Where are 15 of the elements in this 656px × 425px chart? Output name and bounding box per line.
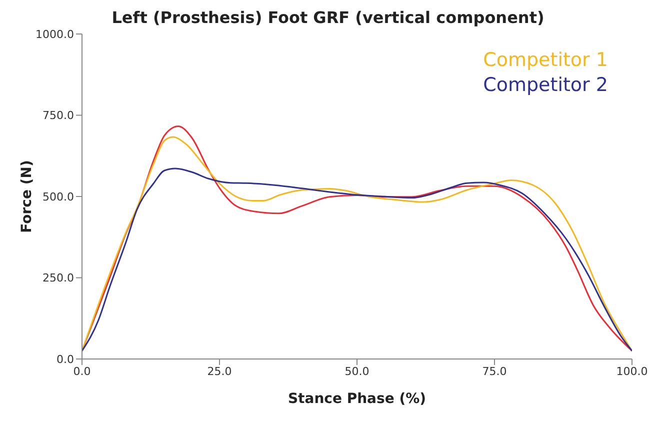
text: Competitor 1	[483, 48, 608, 73]
y-tick-label: 1000.0	[36, 28, 74, 41]
y-tick-label: 750.0	[42, 109, 74, 122]
x-tick-label: 0.0	[73, 364, 91, 378]
text: Competitor 2	[483, 73, 608, 98]
y-tick-label: 0.0	[56, 352, 74, 366]
y-tick-label: 500.0	[42, 190, 74, 204]
x-tick-label: 75.0	[482, 364, 507, 378]
x-axis-title: Stance Phase (%)	[288, 391, 426, 407]
chart-title: Left (Prosthesis) Foot GRF (vertical component)	[110, 8, 546, 28]
y-axis-title: Force (N)	[18, 160, 35, 233]
x-tick-label: 100.0	[616, 364, 648, 378]
x-tick-label: 50.0	[344, 364, 370, 378]
x-tick-label: 25.0	[207, 364, 232, 378]
y-tick-label: 250.0	[42, 272, 74, 285]
